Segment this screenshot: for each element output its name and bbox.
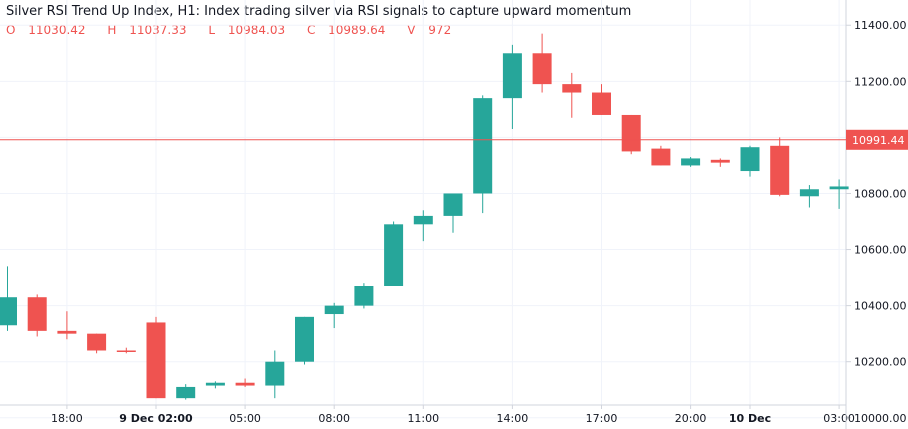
candle bbox=[205, 381, 225, 389]
candle bbox=[562, 72, 582, 118]
candle-body bbox=[799, 189, 819, 197]
candle-body bbox=[0, 297, 17, 326]
candle bbox=[324, 302, 344, 329]
candle-body bbox=[413, 215, 433, 225]
x-tick-label: 18:00 bbox=[51, 412, 83, 425]
candle bbox=[0, 266, 17, 331]
candle bbox=[27, 294, 47, 337]
candle bbox=[473, 95, 493, 214]
y-tick-label: 11200.00 bbox=[854, 75, 907, 88]
candle-body bbox=[681, 158, 701, 166]
ohlc-high: H 11037.33 bbox=[107, 23, 187, 37]
candle bbox=[770, 137, 790, 197]
candle-body bbox=[502, 53, 522, 99]
chart-title: Silver RSI Trend Up Index, H1: Index tra… bbox=[6, 4, 632, 19]
y-tick-label: 10000.00 bbox=[854, 412, 907, 425]
candle-body bbox=[740, 147, 760, 172]
x-tick-label: 11:00 bbox=[407, 412, 439, 425]
candle bbox=[740, 145, 760, 177]
candle bbox=[354, 283, 374, 309]
x-tick-label: 17:00 bbox=[586, 412, 618, 425]
candle bbox=[502, 44, 522, 129]
x-tick-label: 9 Dec 02:00 bbox=[119, 412, 193, 425]
last-price-label: 10991.44 bbox=[852, 134, 905, 147]
ohlc-close: C 10989.64 bbox=[306, 23, 386, 37]
candle-body bbox=[176, 386, 196, 399]
candle bbox=[443, 193, 463, 233]
candle-body bbox=[829, 186, 849, 190]
candle bbox=[116, 347, 136, 354]
candle-body bbox=[621, 114, 641, 152]
y-tick-label: 10600.00 bbox=[854, 244, 907, 257]
candle-body bbox=[116, 350, 136, 352]
candle-body bbox=[592, 92, 611, 115]
candle bbox=[651, 145, 671, 166]
candle-body bbox=[27, 297, 47, 331]
candle-body bbox=[146, 322, 166, 399]
candle-body bbox=[710, 159, 730, 163]
candle-body bbox=[651, 148, 671, 166]
candle-body bbox=[265, 361, 285, 386]
candle-body bbox=[354, 286, 374, 306]
y-tick-label: 10400.00 bbox=[854, 300, 907, 313]
candle-body bbox=[770, 145, 790, 195]
y-tick-label: 10200.00 bbox=[854, 356, 907, 369]
candle-body bbox=[87, 333, 107, 351]
y-tick-label: 10800.00 bbox=[854, 187, 907, 200]
candle bbox=[265, 350, 285, 399]
candle bbox=[413, 210, 433, 242]
candle bbox=[829, 179, 849, 209]
candle bbox=[146, 316, 166, 399]
candle bbox=[710, 158, 730, 167]
ohlc-low: L 10984.03 bbox=[208, 23, 286, 37]
candle bbox=[295, 316, 314, 365]
candle-body bbox=[532, 53, 552, 85]
candle-body bbox=[205, 382, 225, 386]
candle bbox=[384, 221, 404, 286]
candle bbox=[176, 384, 196, 400]
y-tick-label: 11400.00 bbox=[854, 19, 907, 32]
candle bbox=[532, 33, 552, 93]
candle bbox=[799, 185, 819, 208]
candle-body bbox=[443, 193, 463, 216]
x-tick-label: 03:00 bbox=[823, 412, 855, 425]
candle bbox=[235, 378, 255, 387]
ohlc-legend: O 11030.42 H 11037.33 L 10984.03 C 10989… bbox=[6, 23, 469, 37]
candle bbox=[57, 311, 77, 340]
x-tick-label: 05:00 bbox=[229, 412, 261, 425]
candle bbox=[681, 157, 701, 167]
candle-body bbox=[562, 84, 582, 93]
ohlc-open: O 11030.42 bbox=[6, 23, 86, 37]
candle bbox=[621, 114, 641, 155]
candle bbox=[592, 84, 611, 115]
candle-body bbox=[235, 382, 255, 386]
candle-body bbox=[295, 316, 314, 362]
candle-body bbox=[57, 330, 77, 334]
x-tick-label: 10 Dec bbox=[729, 412, 771, 425]
ohlc-volume: V 972 bbox=[407, 23, 452, 37]
x-tick-label: 14:00 bbox=[497, 412, 529, 425]
candle-body bbox=[473, 98, 493, 194]
x-tick-label: 20:00 bbox=[675, 412, 707, 425]
candle-body bbox=[384, 224, 404, 286]
last-price-tag bbox=[846, 129, 908, 150]
candle bbox=[87, 333, 107, 354]
candle-body bbox=[324, 305, 344, 315]
x-tick-label: 08:00 bbox=[318, 412, 350, 425]
